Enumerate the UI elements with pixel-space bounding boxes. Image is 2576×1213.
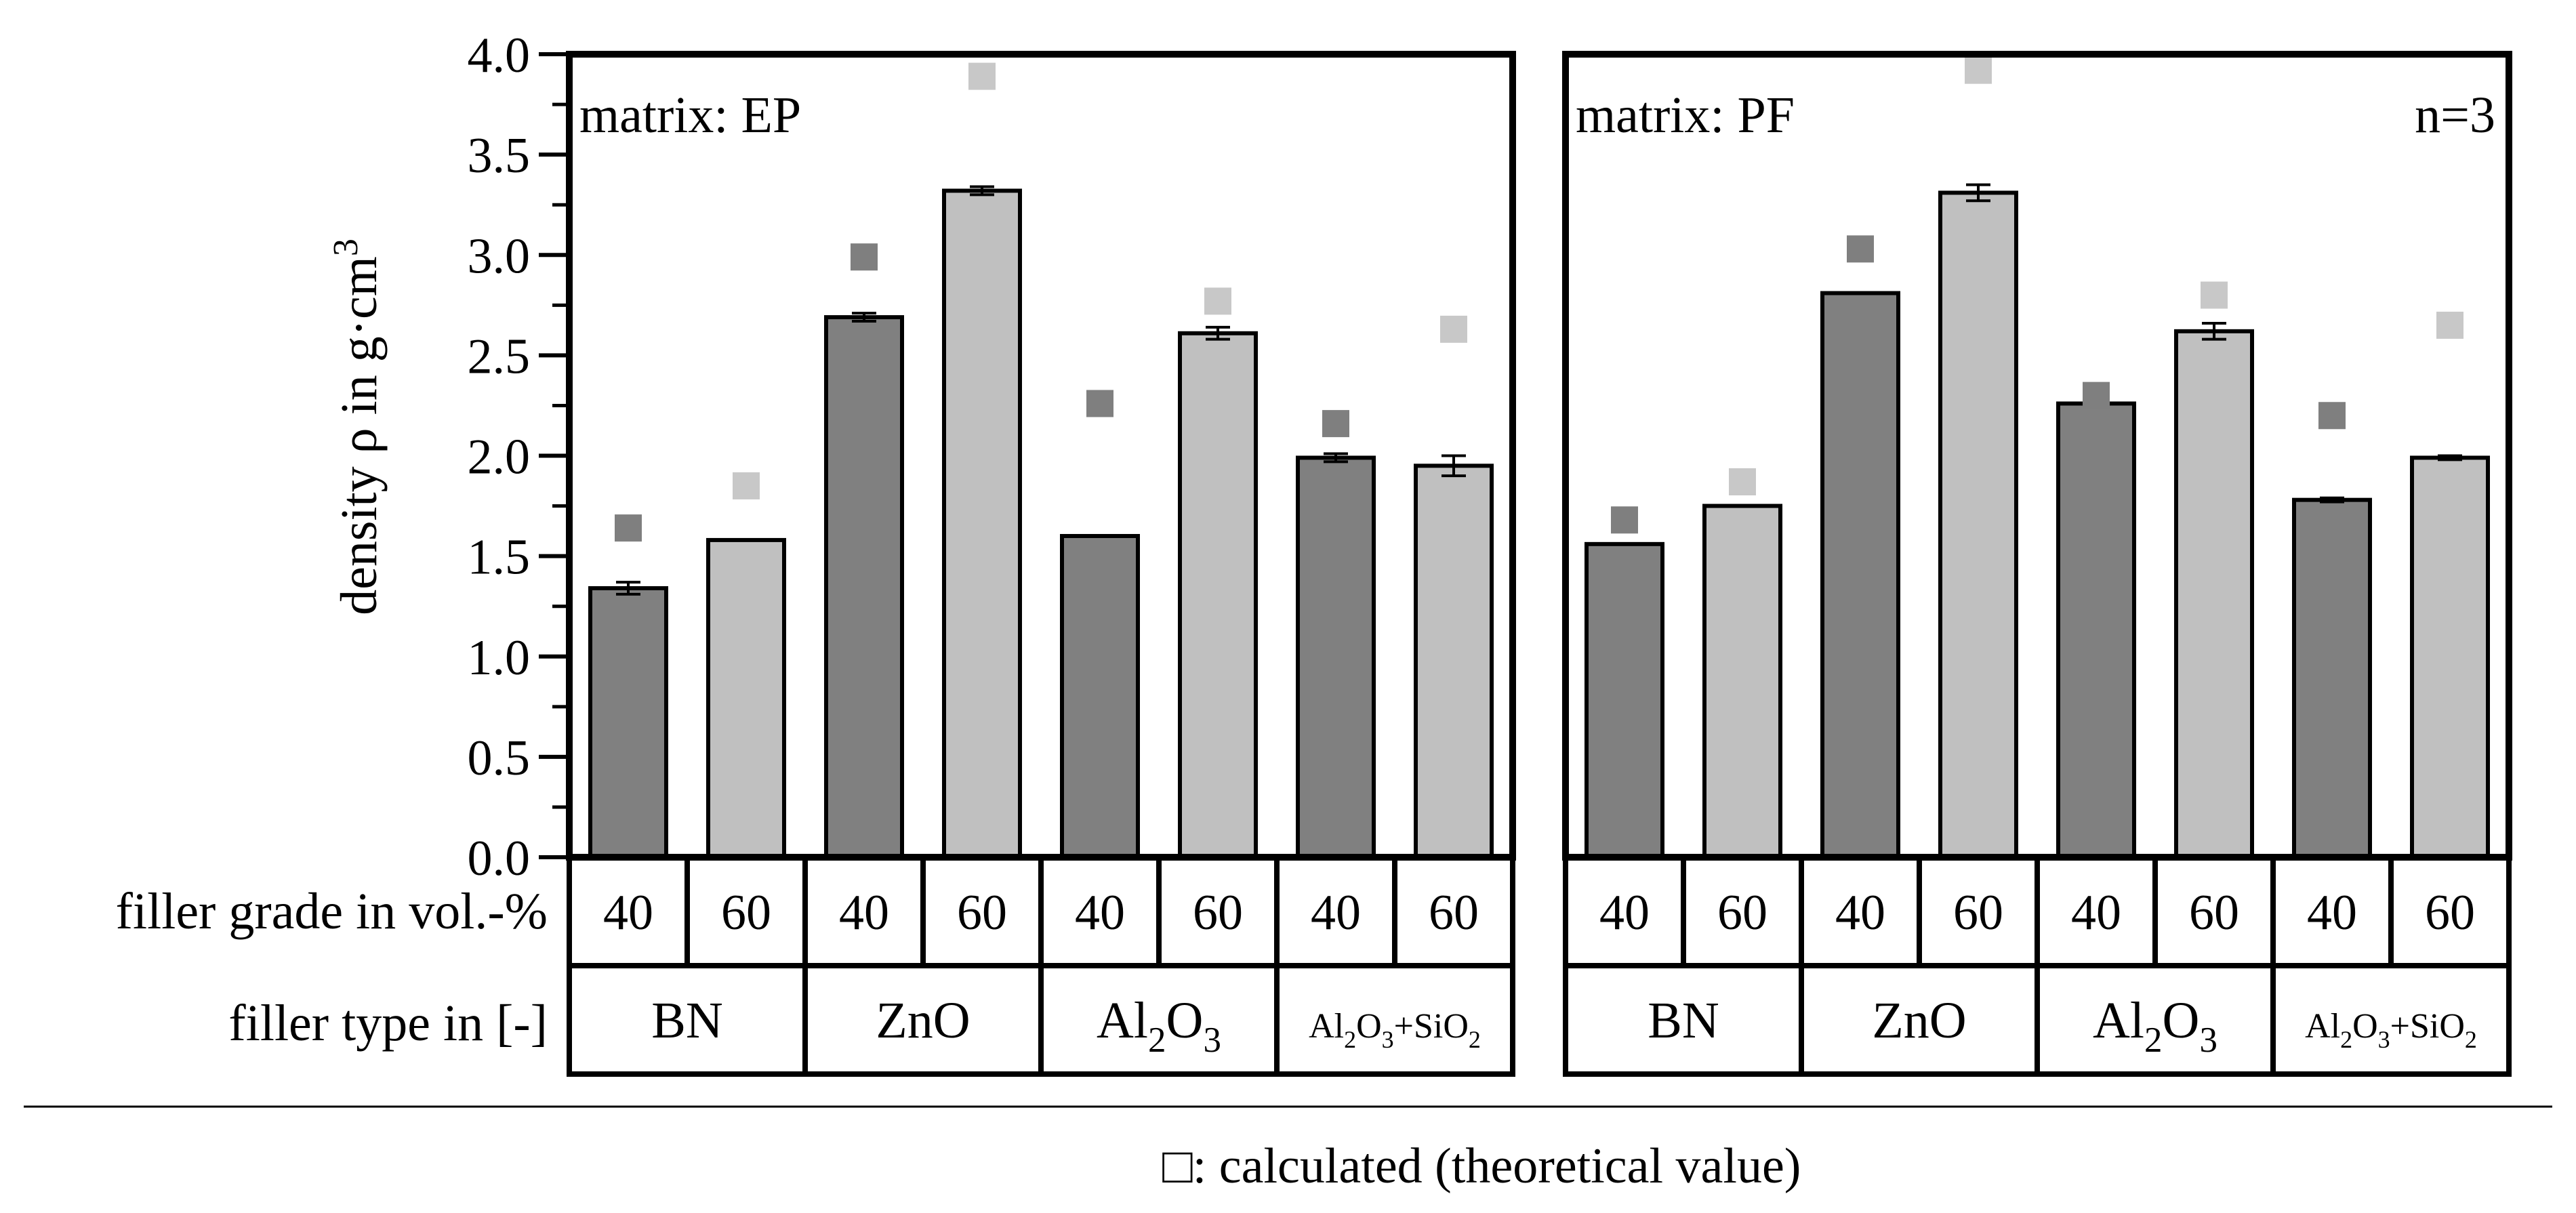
calculated-marker bbox=[2083, 382, 2110, 409]
y-tick-label: 2.0 bbox=[468, 430, 531, 485]
row-label-filler-grade: filler grade in vol.-% bbox=[116, 883, 548, 940]
y-tick-label: 4.0 bbox=[468, 28, 531, 83]
filler-type-label: BN bbox=[651, 992, 723, 1049]
bar bbox=[1702, 503, 1782, 859]
grade-label: 60 bbox=[2425, 885, 2475, 941]
grade-label: 40 bbox=[1311, 885, 1361, 941]
bar bbox=[2056, 401, 2136, 859]
grade-label: 60 bbox=[2189, 885, 2239, 941]
calculated-marker bbox=[1965, 56, 1992, 84]
bar bbox=[588, 586, 668, 860]
row-label-filler-type: filler type in [-] bbox=[228, 995, 548, 1052]
calculated-marker bbox=[1847, 235, 1874, 263]
panels: matrix: EP 40 60 40 60 40 60 40 60 BN ZnO Al2O3 Al2O… bbox=[566, 51, 2512, 1077]
calculated-marker bbox=[1086, 390, 1113, 417]
bar bbox=[1820, 291, 1900, 860]
y-axis-label: density ρ in g·cm3 bbox=[327, 239, 388, 615]
filler-type-label: Al2O3 bbox=[1097, 992, 1221, 1060]
matrix-label: matrix: EP bbox=[579, 87, 801, 144]
grade-label: 60 bbox=[1717, 885, 1767, 941]
y-axis: 0.0 0.5 1.0 1.5 2.0 2.5 3.0 3.5 4.0 bbox=[468, 28, 569, 886]
y-tick-label: 3.0 bbox=[468, 228, 531, 284]
bar bbox=[706, 537, 786, 859]
bar bbox=[942, 188, 1022, 859]
bar bbox=[2292, 497, 2372, 859]
grade-label: 40 bbox=[1599, 885, 1650, 941]
y-tick-label: 1.0 bbox=[468, 630, 531, 686]
calculated-marker bbox=[733, 472, 760, 499]
y-tick-label: 2.5 bbox=[468, 329, 531, 384]
calculated-marker bbox=[1322, 410, 1349, 438]
grade-label: 60 bbox=[1429, 885, 1479, 941]
grade-label: 40 bbox=[1835, 885, 1885, 941]
grade-label: 40 bbox=[2307, 885, 2357, 941]
grade-label: 40 bbox=[839, 885, 889, 941]
filler-type-cell bbox=[2270, 963, 2512, 1077]
bar bbox=[1414, 464, 1494, 859]
filler-type-label: Al2O3+SiO2 bbox=[1309, 1007, 1481, 1053]
bar bbox=[1585, 541, 1664, 859]
grade-label: 40 bbox=[603, 885, 653, 941]
grade-label: 40 bbox=[2071, 885, 2121, 941]
grade-label: 40 bbox=[1075, 885, 1125, 941]
bar bbox=[2174, 329, 2254, 859]
n-label: n=3 bbox=[2415, 87, 2495, 144]
calculated-marker bbox=[2436, 311, 2463, 339]
calculated-marker bbox=[1729, 468, 1756, 496]
grade-label: 60 bbox=[1193, 885, 1243, 941]
y-axis-label-exponent: 3 bbox=[327, 239, 365, 256]
legend: □: calculated (theoretical value) bbox=[1162, 1138, 1801, 1194]
calculated-marker bbox=[615, 514, 642, 542]
grade-label: 60 bbox=[957, 885, 1007, 941]
y-tick-label: 3.5 bbox=[468, 128, 531, 184]
filler-type-label: ZnO bbox=[1872, 992, 1966, 1049]
bar bbox=[1938, 190, 2018, 860]
filler-type-label: Al2O3 bbox=[2093, 992, 2217, 1060]
bar bbox=[2410, 455, 2490, 859]
legend-text: □: calculated (theoretical value) bbox=[1162, 1138, 1801, 1194]
calculated-marker bbox=[851, 243, 878, 271]
bar bbox=[1296, 455, 1376, 859]
bar bbox=[1060, 534, 1140, 859]
panel-pf: matrix: PF n=3 40 60 40 60 40 60 40 60 BN ZnO Al2O3 A… bbox=[1562, 51, 2512, 1077]
filler-type-label: Al2O3+SiO2 bbox=[2305, 1007, 2477, 1053]
bar bbox=[824, 315, 904, 859]
calculated-marker bbox=[1611, 506, 1638, 534]
filler-type-label: BN bbox=[1648, 992, 1719, 1049]
calculated-marker bbox=[2201, 281, 2228, 309]
calculated-marker bbox=[968, 62, 996, 90]
matrix-label: matrix: PF bbox=[1576, 87, 1795, 144]
bar bbox=[1178, 331, 1258, 860]
y-tick-label: 0.5 bbox=[468, 731, 531, 786]
filler-type-label: ZnO bbox=[876, 992, 970, 1049]
y-tick-label: 1.5 bbox=[468, 530, 531, 585]
panel-ep: matrix: EP 40 60 40 60 40 60 40 60 BN ZnO Al2O3 Al2O… bbox=[566, 51, 1516, 1077]
filler-type-cell bbox=[1274, 963, 1515, 1077]
grade-label: 60 bbox=[1953, 885, 2003, 941]
calculated-marker bbox=[1204, 287, 1231, 315]
grade-label: 60 bbox=[721, 885, 771, 941]
y-tick-label: 0.0 bbox=[468, 831, 531, 886]
calculated-marker bbox=[2318, 402, 2346, 430]
calculated-marker bbox=[1440, 315, 1467, 343]
y-axis-label-main: density ρ in g·cm bbox=[331, 256, 388, 615]
